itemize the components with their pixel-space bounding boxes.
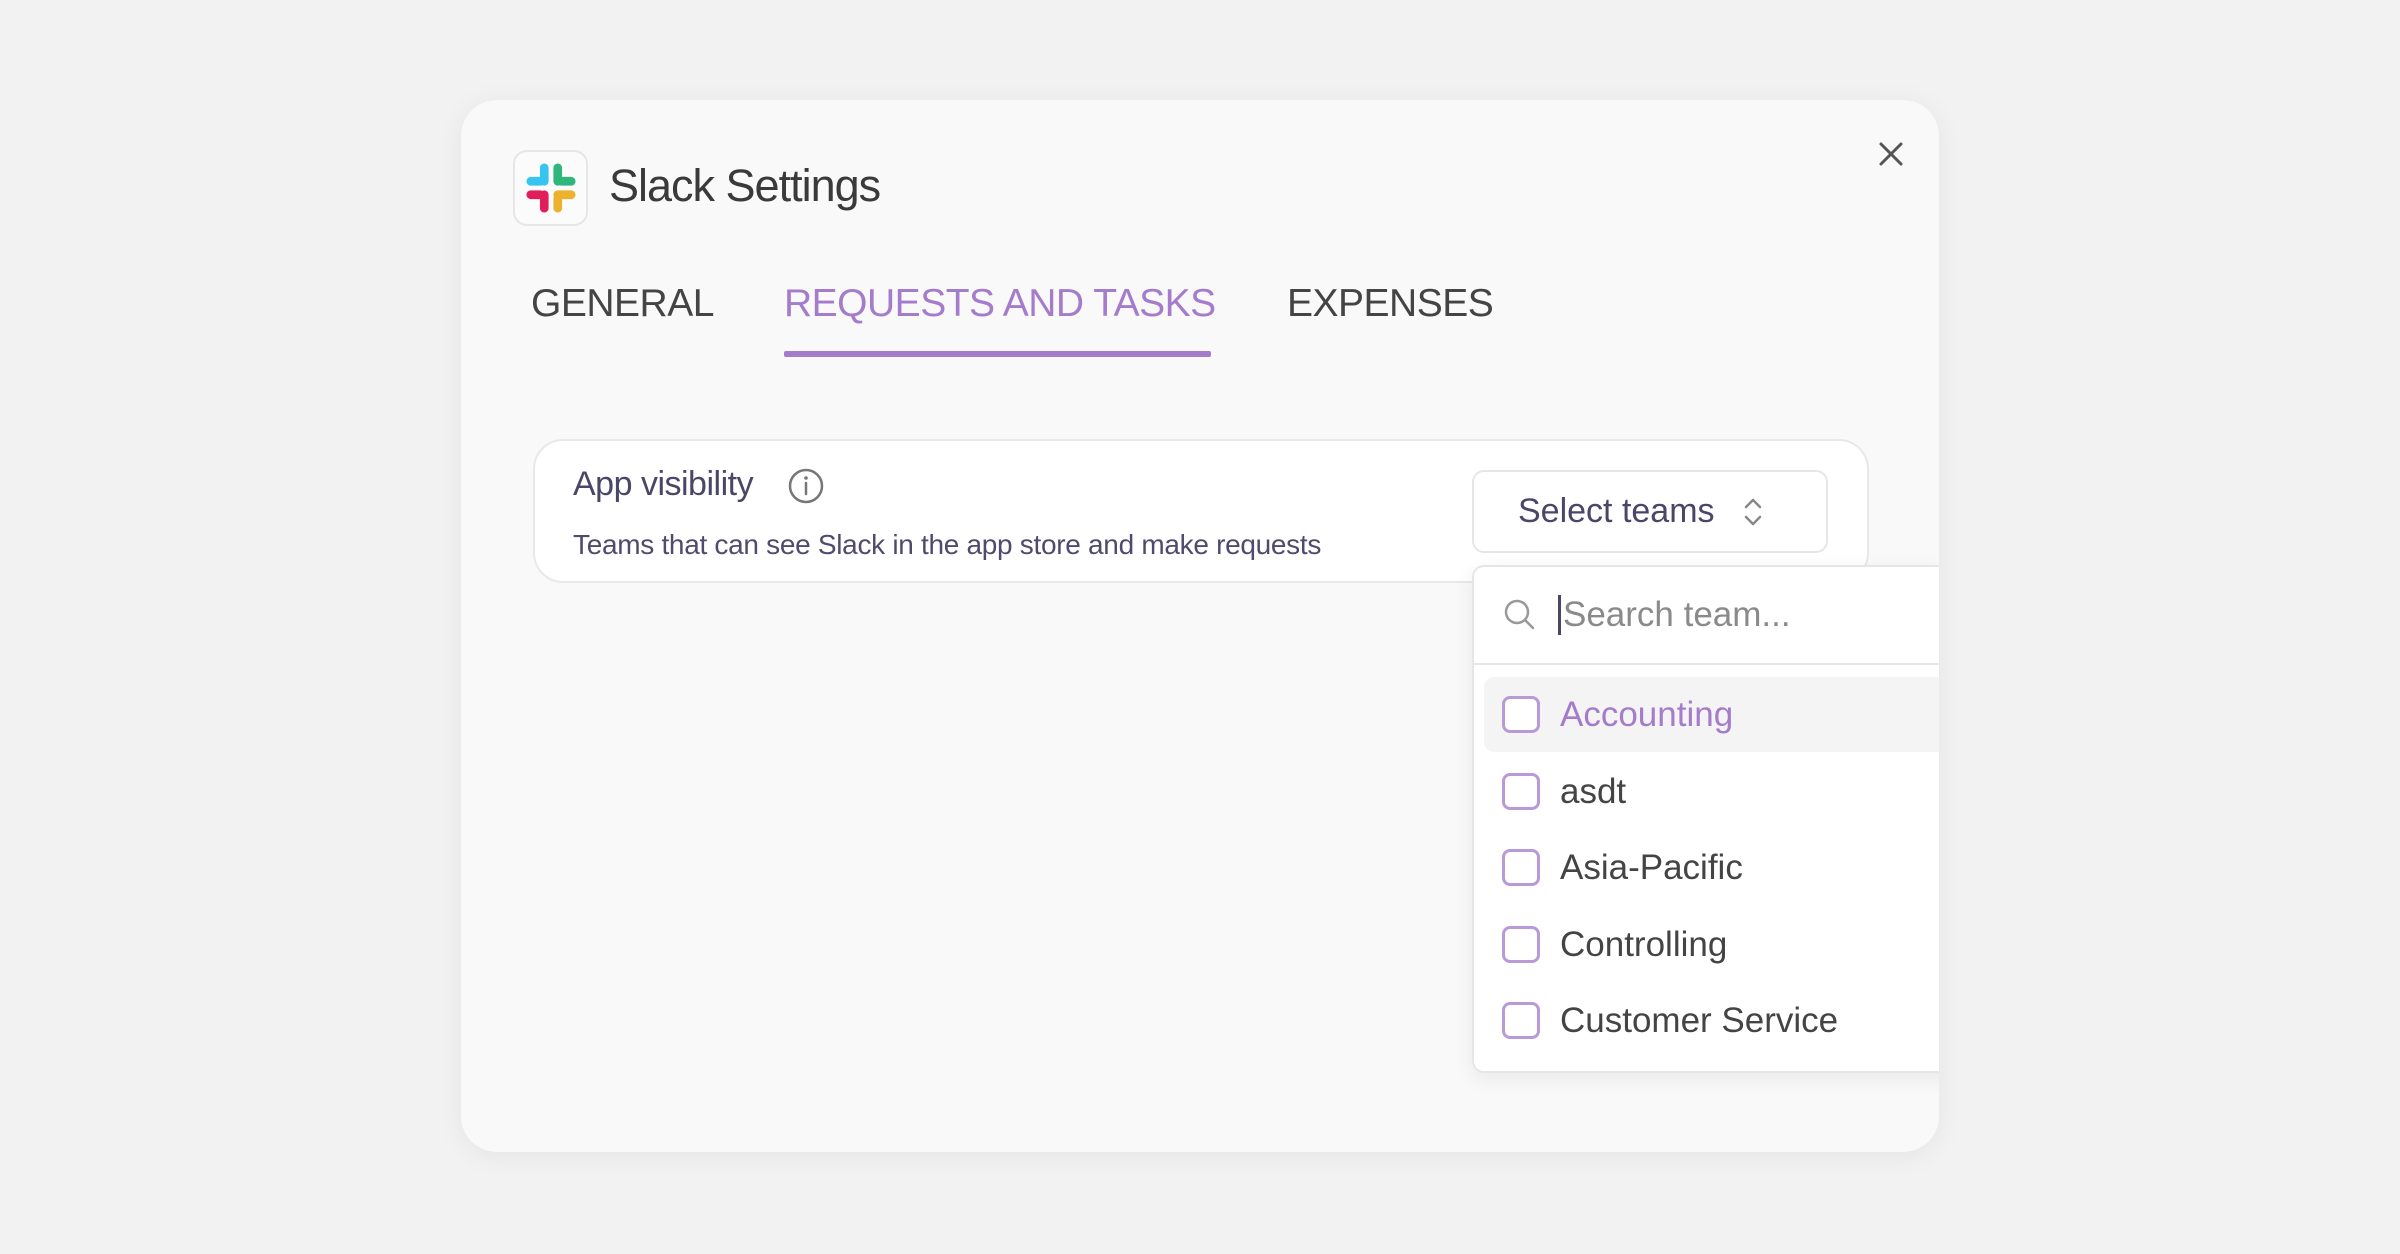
tab-requests-and-tasks[interactable]: REQUESTS AND TASKS — [784, 282, 1216, 325]
app-visibility-description: Teams that can see Slack in the app stor… — [573, 529, 1322, 560]
checkbox[interactable] — [1502, 849, 1540, 886]
team-option-asia-pacific[interactable]: Asia-Pacific — [1484, 830, 1939, 905]
app-visibility-title: App visibility — [573, 465, 754, 503]
active-tab-indicator — [784, 351, 1211, 357]
option-label: Customer Service — [1560, 1000, 1839, 1040]
team-option-asdt[interactable]: asdt — [1484, 754, 1939, 829]
select-teams-button[interactable]: Select teams — [1472, 470, 1828, 553]
checkbox[interactable] — [1502, 926, 1540, 963]
checkbox[interactable] — [1502, 773, 1540, 810]
checkbox[interactable] — [1502, 1002, 1540, 1039]
team-option-customer-service[interactable]: Customer Service — [1484, 983, 1939, 1058]
info-icon[interactable] — [787, 467, 825, 505]
search-row — [1474, 567, 1939, 665]
modal-title: Slack Settings — [609, 160, 881, 211]
option-label: Asia-Pacific — [1560, 847, 1743, 887]
teams-dropdown: Accounting asdt Asia-Pacific Controlling… — [1472, 565, 1939, 1073]
option-label: Controlling — [1560, 924, 1728, 964]
close-icon — [1879, 142, 1903, 166]
team-option-accounting[interactable]: Accounting — [1484, 677, 1939, 752]
team-option-controlling[interactable]: Controlling — [1484, 907, 1939, 982]
search-team-input[interactable] — [1558, 595, 1938, 635]
close-button[interactable] — [1871, 134, 1911, 174]
tab-general[interactable]: GENERAL — [531, 282, 714, 325]
tab-expenses[interactable]: EXPENSES — [1287, 282, 1494, 325]
slack-logo-icon — [513, 150, 588, 226]
search-icon — [1504, 599, 1535, 630]
slack-settings-modal: Slack Settings GENERAL REQUESTS AND TASK… — [461, 100, 1939, 1152]
option-label: Accounting — [1560, 694, 1734, 734]
chevron-up-down-icon — [1744, 498, 1761, 525]
app-visibility-card: App visibility Teams that can see Slack … — [533, 439, 1869, 583]
select-teams-label: Select teams — [1518, 492, 1715, 530]
option-label: asdt — [1560, 771, 1627, 811]
checkbox[interactable] — [1502, 696, 1540, 733]
